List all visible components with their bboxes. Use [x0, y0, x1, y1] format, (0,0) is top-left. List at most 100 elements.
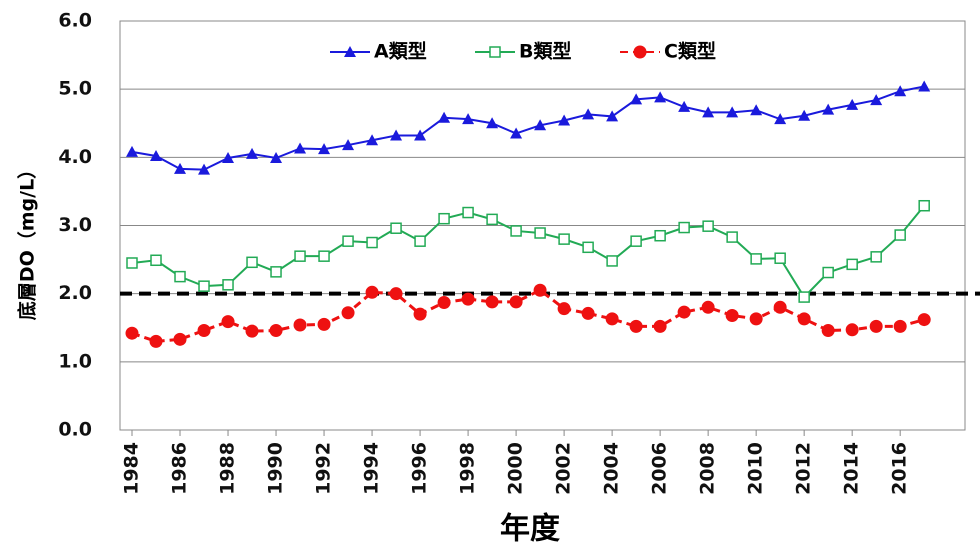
point — [222, 279, 234, 291]
point — [150, 149, 163, 161]
point — [918, 80, 931, 92]
x-tick-label: 1986 — [169, 442, 191, 495]
point — [221, 315, 235, 329]
point — [270, 152, 283, 164]
point — [894, 229, 906, 241]
point — [582, 241, 594, 254]
series-line — [131, 288, 925, 343]
point — [437, 296, 451, 310]
point — [630, 93, 643, 105]
point — [821, 323, 835, 337]
point — [749, 312, 763, 326]
point — [270, 266, 282, 278]
x-tick-label: 1984 — [121, 442, 143, 495]
point — [750, 253, 762, 265]
point — [606, 110, 619, 122]
x-tick-label: 2012 — [793, 442, 815, 495]
point — [918, 199, 930, 212]
point — [318, 143, 331, 155]
point — [486, 117, 499, 129]
point — [630, 235, 642, 247]
point — [293, 318, 307, 332]
point — [533, 283, 547, 297]
point — [726, 106, 739, 118]
point — [653, 319, 667, 333]
y-tick-label: 6.0 — [58, 10, 92, 32]
legend-label: A類型 — [374, 40, 427, 63]
point — [822, 266, 834, 279]
point — [174, 270, 186, 283]
point — [702, 106, 715, 118]
point — [869, 319, 883, 333]
point — [150, 254, 162, 267]
point — [246, 256, 258, 269]
point — [629, 319, 643, 333]
series-line — [131, 85, 925, 171]
point — [317, 317, 331, 331]
legend-label: C類型 — [664, 40, 716, 63]
point — [558, 114, 571, 126]
x-tick-label: 1998 — [457, 442, 479, 495]
point — [294, 142, 307, 154]
point — [222, 152, 235, 164]
point — [726, 231, 738, 243]
point — [125, 326, 139, 340]
point — [126, 145, 139, 157]
legend-marker — [633, 45, 647, 59]
x-tick-label: 1996 — [409, 442, 431, 495]
x-tick-label: 2006 — [649, 442, 671, 495]
y-tick-label: 5.0 — [58, 78, 92, 100]
point — [773, 300, 787, 314]
point — [510, 225, 522, 237]
point — [462, 113, 475, 125]
point — [894, 85, 907, 97]
x-tick-label: 1992 — [313, 442, 335, 495]
y-tick-label: 0.0 — [58, 419, 92, 441]
point — [414, 129, 427, 141]
point — [534, 227, 546, 239]
point — [557, 302, 571, 316]
point — [197, 323, 211, 337]
point — [413, 307, 427, 321]
point — [342, 139, 355, 151]
point — [677, 305, 691, 319]
y-tick-label: 2.0 — [58, 282, 92, 304]
point — [486, 213, 498, 226]
point — [654, 91, 667, 103]
point — [341, 306, 355, 320]
point — [725, 308, 739, 322]
legend-label: B類型 — [519, 40, 571, 63]
point — [798, 109, 811, 121]
y-tick-label: 3.0 — [58, 214, 92, 236]
point — [173, 332, 187, 346]
point — [246, 147, 259, 159]
y-tick-label: 4.0 — [58, 146, 92, 168]
point — [581, 306, 595, 320]
point — [366, 236, 378, 249]
x-tick-label: 1990 — [265, 442, 287, 495]
x-tick-label: 2010 — [745, 442, 767, 495]
point — [845, 323, 859, 337]
point — [893, 319, 907, 333]
point — [149, 334, 163, 348]
point — [846, 258, 858, 271]
x-tick-label: 2004 — [601, 442, 623, 495]
y-axis-label: 底層DO（mg/L） — [16, 160, 39, 320]
point — [174, 162, 187, 174]
point — [438, 111, 451, 123]
point — [390, 222, 402, 234]
y-tick-label: 1.0 — [58, 350, 92, 372]
point — [414, 235, 426, 247]
x-tick-label: 2016 — [889, 442, 911, 495]
point — [870, 251, 882, 263]
point — [510, 127, 523, 139]
legend-marker — [489, 46, 501, 58]
point — [461, 292, 475, 306]
point — [485, 295, 499, 309]
point — [126, 257, 138, 269]
point — [198, 280, 210, 292]
point — [269, 323, 283, 337]
x-tick-label: 2014 — [841, 442, 863, 495]
point — [870, 94, 883, 106]
